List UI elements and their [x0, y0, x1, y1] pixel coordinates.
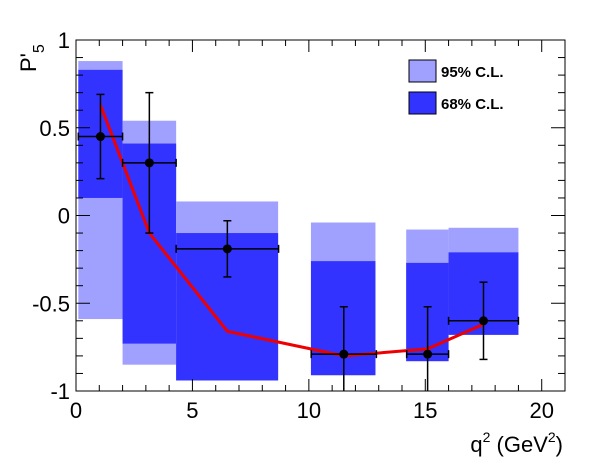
y-tick-label-1: -0.5 [32, 291, 70, 316]
data-point-2 [175, 220, 280, 278]
x-axis-title: q2 (GeV2) [470, 429, 563, 457]
x-axis-title-unit-sup: 2 [548, 429, 556, 445]
data-point-4 [405, 306, 450, 391]
x-tick-label-4: 20 [529, 398, 553, 423]
point-marker-1 [144, 158, 154, 168]
x-tick-label-0: 0 [70, 398, 82, 423]
x-tick-label-2: 10 [297, 398, 321, 423]
y-tick-label-0: -1 [50, 379, 70, 404]
data-point-5 [447, 281, 520, 361]
data-point-0 [77, 93, 124, 180]
legend: 95% C.L. 68% C.L. [408, 59, 504, 115]
axis-ticks [75, 39, 566, 392]
data-point-1 [121, 91, 177, 234]
legend-swatch-95 [408, 59, 437, 83]
y-axis-title-sub: 5 [31, 44, 48, 53]
point-marker-0 [95, 132, 105, 142]
y-tick-label-3: 0.5 [39, 116, 70, 141]
axis-tick-labels: 0 5 10 15 20 -1 -0.5 0 0.5 1 [32, 28, 554, 423]
x-axis-title-unit: (GeV [490, 432, 548, 457]
legend-label-68: 68% C.L. [441, 96, 504, 113]
legend-swatch-68 [408, 91, 437, 115]
data-points [77, 91, 520, 391]
y-axis-title-main: P' [16, 53, 41, 72]
legend-label-95: 95% C.L. [441, 64, 504, 81]
x-axis-title-close: ) [556, 432, 563, 457]
y-tick-label-4: 1 [58, 28, 70, 53]
x-axis-title-q: q [470, 432, 482, 457]
data-point-3 [310, 306, 378, 391]
x-axis-title-q-sup: 2 [483, 429, 491, 445]
red-curve-line [99, 104, 485, 358]
y-axis-title: P'5 [16, 44, 48, 72]
point-marker-4 [423, 349, 433, 359]
y-tick-label-2: 0 [58, 204, 70, 229]
red-curve [99, 104, 485, 358]
x-tick-label-1: 5 [186, 398, 198, 423]
point-marker-5 [479, 316, 488, 326]
x-tick-label-3: 15 [413, 398, 437, 423]
point-marker-3 [339, 349, 349, 359]
point-marker-2 [222, 244, 232, 254]
